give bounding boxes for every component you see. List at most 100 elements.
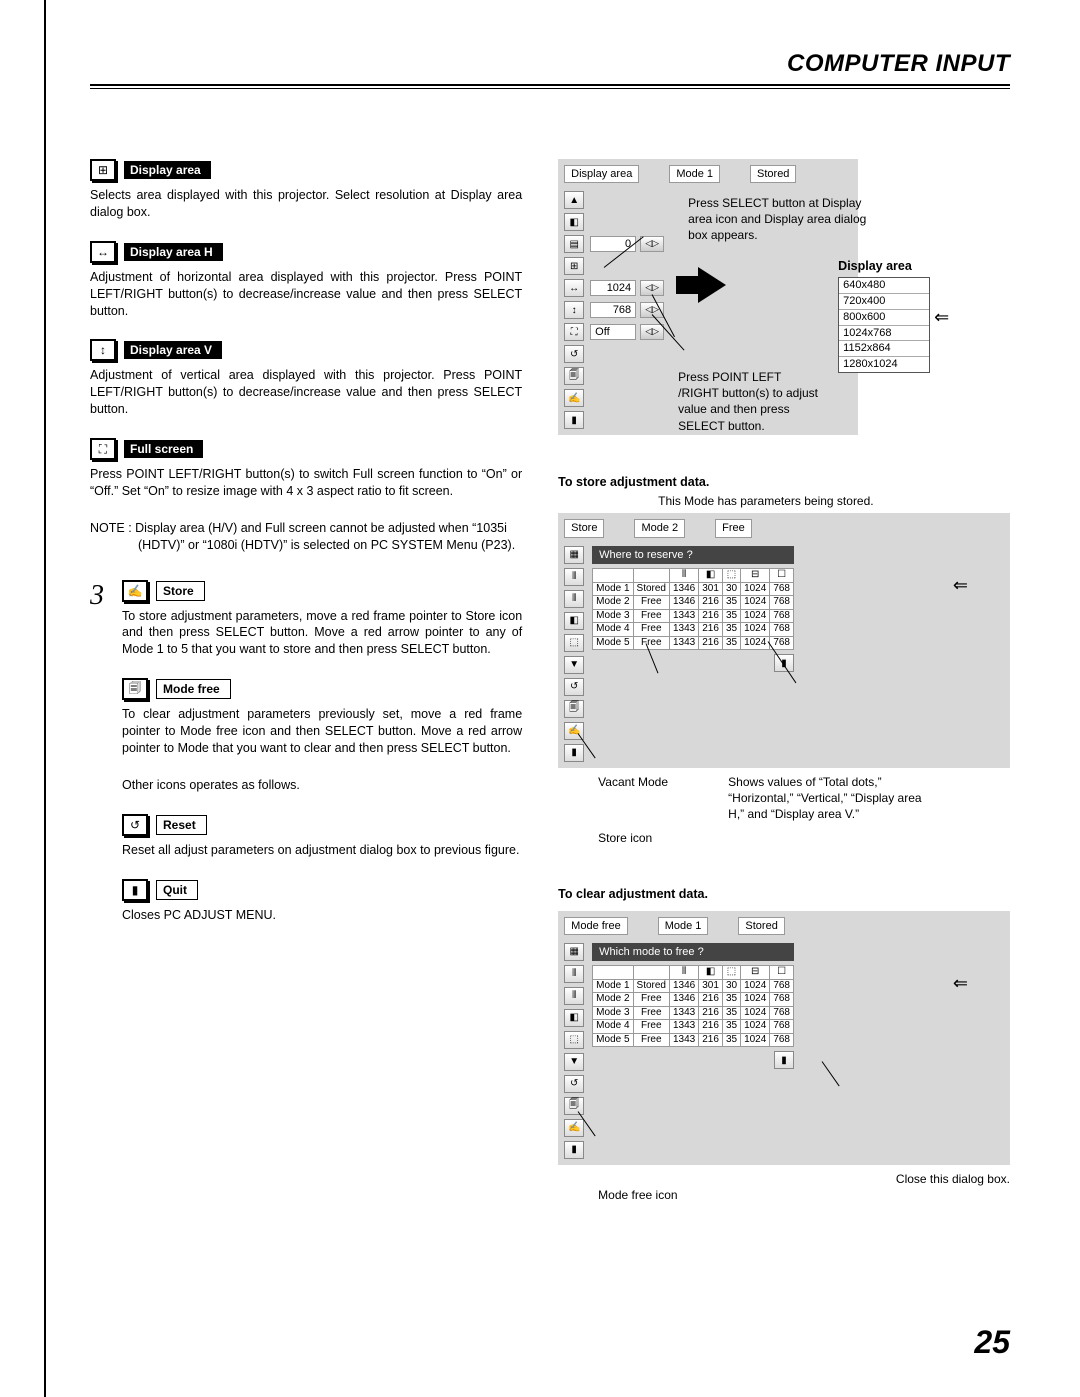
strip-reset-icon[interactable]: ↺ (564, 678, 584, 696)
display-area-h-text: Adjustment of horizontal area displayed … (90, 269, 522, 320)
display-area-h-icon: ↔ (90, 241, 116, 263)
display-area-text: Selects area displayed with this project… (90, 187, 522, 221)
right-column: Display area Mode 1 Stored ▲ ◧ ▤ ⊞ ↔ ↕ ⛶ (558, 159, 1010, 1203)
panel3-head-0: Mode free (564, 917, 628, 935)
note-text: NOTE : Display area (H/V) and Full scree… (90, 520, 522, 554)
strip-modefree-icon[interactable]: 🗐 (564, 700, 584, 718)
strip-quit-icon[interactable]: ▮ (564, 1141, 584, 1159)
strip-icon[interactable]: ⦀ (564, 987, 584, 1005)
strip-v-icon[interactable]: ↕ (564, 301, 584, 319)
table-row: Mode 1Stored1346301301024768 (593, 582, 794, 596)
strip-display-area-icon[interactable]: ⊞ (564, 257, 584, 275)
strip-store-icon[interactable]: ✍ (564, 1119, 584, 1137)
lr-control[interactable]: ◁▷ (640, 324, 664, 340)
full-screen-label: Full screen (124, 440, 203, 458)
strip-icon[interactable]: ⦀ (564, 965, 584, 983)
cap-store: Store icon (598, 830, 1010, 846)
store-text: To store adjustment parameters, move a r… (122, 608, 522, 659)
close-icon[interactable]: ▮ (774, 1051, 794, 1069)
panel1-head-1: Mode 1 (669, 165, 720, 183)
display-area-v-text: Adjustment of vertical area displayed wi… (90, 367, 522, 418)
strip-up-icon[interactable]: ▲ (564, 191, 584, 209)
reset-label: Reset (156, 815, 207, 835)
strip-icon[interactable]: ⦀ (564, 590, 584, 608)
table-row: Mode 5Free1343216351024768 (593, 1033, 794, 1047)
strip-reset-icon[interactable]: ↺ (564, 1075, 584, 1093)
strip-reset-icon[interactable]: ↺ (564, 345, 584, 363)
res-item[interactable]: 1280x1024 (839, 357, 929, 372)
table-row: Mode 2Free1346216351024768 (593, 596, 794, 610)
cap-close: Close this dialog box. (558, 1171, 1010, 1187)
res-label: Display area (838, 259, 912, 273)
strip-icon[interactable]: ⦀ (564, 568, 584, 586)
store-heading: To store adjustment data. (558, 475, 1010, 489)
step-number: 3 (90, 580, 114, 612)
strip-icon[interactable]: ▤ (564, 235, 584, 253)
header-rule (90, 84, 1010, 89)
store-icon: ✍ (122, 580, 148, 602)
val-full: Off (590, 324, 636, 340)
table-row: Mode 4Free1343216351024768 (593, 623, 794, 637)
quit-text: Closes PC ADJUST MENU. (122, 907, 522, 924)
strip-full-icon[interactable]: ⛶ (564, 323, 584, 341)
res-item[interactable]: 720x400 (839, 294, 929, 310)
panel3-head-2: Stored (738, 917, 784, 935)
strip-icon[interactable]: ⬚ (564, 634, 584, 652)
strip-quit-icon[interactable]: ▮ (564, 744, 584, 762)
panel2-icon-strip: ▦ ⦀ ⦀ ◧ ⬚ ▼ ↺ 🗐 ✍ ▮ (564, 546, 586, 762)
display-area-icon: ⊞ (90, 159, 116, 181)
mode-free-icon: 🗐 (122, 678, 148, 700)
strip-icon[interactable]: ⬚ (564, 1031, 584, 1049)
resolution-list[interactable]: 640x480 720x400 800x600 1024x768 1152x86… (838, 277, 930, 373)
strip-modefree-icon[interactable]: 🗐 (564, 367, 584, 385)
store-panel: Store Mode 2 Free ▦ ⦀ ⦀ ◧ ⬚ ▼ ↺ (558, 513, 1010, 767)
display-area-v-icon: ↕ (90, 339, 116, 361)
strip-h-icon[interactable]: ↔ (564, 279, 584, 297)
panel1-head-0: Display area (564, 165, 639, 183)
val-zero: 0 (590, 236, 636, 252)
strip-icon[interactable]: ◧ (564, 612, 584, 630)
pointer-arrow-icon: ⇐ (953, 973, 968, 994)
table-row: Mode 5Free1343216351024768 (593, 636, 794, 650)
cap-values: Shows values of “Total dots,” “Horizonta… (728, 774, 928, 823)
strip-icon[interactable]: ▦ (564, 943, 584, 961)
quit-icon: ▮ (122, 879, 148, 901)
panel2-head-2: Free (715, 519, 752, 537)
display-area-v-label: Display area V (124, 341, 222, 359)
strip-down-icon[interactable]: ▼ (564, 656, 584, 674)
big-arrow-icon (698, 267, 726, 303)
val-v: 768 (590, 302, 636, 318)
panel1-caption1: Press SELECT button at Display area icon… (688, 195, 888, 244)
lr-control[interactable]: ◁▷ (640, 236, 664, 252)
strip-icon[interactable]: ◧ (564, 213, 584, 231)
modefree-panel: Mode free Mode 1 Stored ▦ ⦀ ⦀ ◧ ⬚ ▼ ↺ (558, 911, 1010, 1165)
res-item[interactable]: 800x600 (839, 310, 929, 326)
strip-quit-icon[interactable]: ▮ (564, 411, 584, 429)
store-table: ⦀◧⬚⊟☐ Mode 1Stored1346301301024768 Mode … (592, 568, 794, 650)
panel1-caption2: Press POINT LEFT /RIGHT button(s) to adj… (678, 369, 818, 434)
strip-icon[interactable]: ◧ (564, 1009, 584, 1027)
strip-modefree-icon[interactable]: 🗐 (564, 1097, 584, 1115)
table-row: Mode 3Free1343216351024768 (593, 1006, 794, 1020)
panel1-icon-strip: ▲ ◧ ▤ ⊞ ↔ ↕ ⛶ ↺ 🗐 ✍ ▮ (564, 191, 586, 429)
strip-icon[interactable]: ▦ (564, 546, 584, 564)
clear-heading: To clear adjustment data. (558, 887, 1010, 901)
mode-free-label: Mode free (156, 679, 231, 699)
panel3-icon-strip: ▦ ⦀ ⦀ ◧ ⬚ ▼ ↺ 🗐 ✍ ▮ (564, 943, 586, 1159)
pointer-arrow-icon: ⇐ (953, 575, 968, 596)
cap-modefree: Mode free icon (598, 1187, 1010, 1203)
mode-free-text: To clear adjustment parameters previousl… (122, 706, 522, 757)
page-number: 25 (974, 1324, 1010, 1361)
pointer-arrow-icon: ⇐ (934, 307, 949, 328)
panel2-head-0: Store (564, 519, 604, 537)
strip-down-icon[interactable]: ▼ (564, 1053, 584, 1071)
res-item[interactable]: 1024x768 (839, 326, 929, 342)
res-item[interactable]: 1152x864 (839, 341, 929, 357)
cap-vacant: Vacant Mode (598, 774, 688, 823)
display-area-label: Display area (124, 161, 211, 179)
table-row: Mode 1Stored1346301301024768 (593, 979, 794, 993)
res-item[interactable]: 640x480 (839, 278, 929, 294)
panel3-prompt: Which mode to free ? (592, 943, 794, 961)
strip-store-icon[interactable]: ✍ (564, 389, 584, 407)
reset-text: Reset all adjust parameters on adjustmen… (122, 842, 522, 859)
